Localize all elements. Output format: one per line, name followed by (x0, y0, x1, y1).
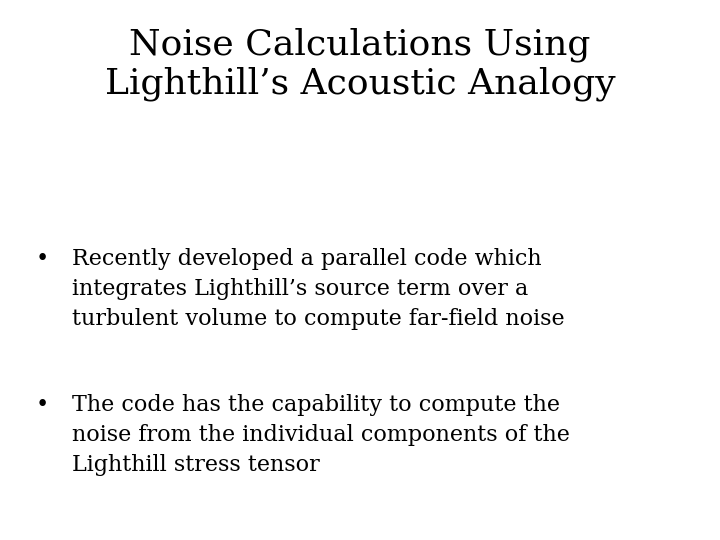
Text: Noise Calculations Using
Lighthill’s Acoustic Analogy: Noise Calculations Using Lighthill’s Aco… (104, 27, 616, 102)
Text: •: • (36, 248, 49, 271)
Text: •: • (36, 394, 49, 416)
Text: The code has the capability to compute the
noise from the individual components : The code has the capability to compute t… (72, 394, 570, 476)
Text: Recently developed a parallel code which
integrates Lighthill’s source term over: Recently developed a parallel code which… (72, 248, 564, 330)
